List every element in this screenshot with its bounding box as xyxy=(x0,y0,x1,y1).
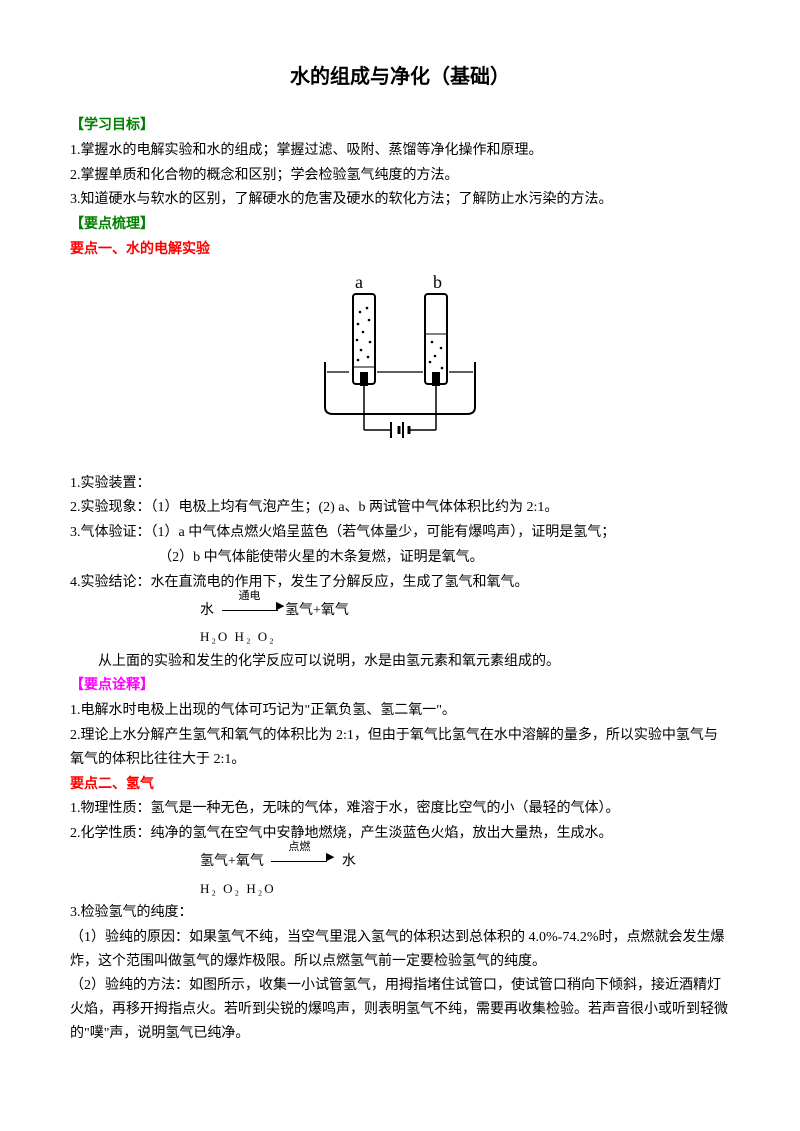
exp-phenomenon: 2.实验现象：（1）电极上均有气泡产生；(2) a、b 两试管中气体体积比约为 … xyxy=(70,496,730,520)
heading-learning-goals: 【学习目标】 xyxy=(70,114,730,138)
formula-1-sub: H₂O H₂ O₂ xyxy=(70,626,730,648)
subheading-point-2: 要点二、氢气 xyxy=(70,773,730,797)
formula-1-right: 氢气+氧气 xyxy=(285,603,349,618)
page-title: 水的组成与净化（基础） xyxy=(70,60,730,94)
exp-conclusion: 4.实验结论：水在直流电的作用下，发生了分解反应，生成了氢气和氧气。 xyxy=(70,571,730,595)
arrow-2: 点燃 ▶ xyxy=(267,850,331,874)
exp-verify-1: 3.气体验证：（1）a 中气体点燃火焰呈蓝色（若气体量少，可能有爆鸣声），证明是… xyxy=(70,521,730,545)
formula-2-left: 氢气+氧气 xyxy=(200,854,264,869)
exp-summary: 从上面的实验和发生的化学反应可以说明，水是由氢元素和氧元素组成的。 xyxy=(70,650,730,674)
annotation-2: 2.理论上水分解产生氢气和氧气的体积比为 2:1，但由于氧气比氢气在水中溶解的量… xyxy=(70,724,730,772)
arrow-1-label: 通电 xyxy=(239,587,261,606)
annotation-1: 1.电解水时电极上出现的气体可巧记为"正氧负氢、氢二氧一"。 xyxy=(70,699,730,723)
formula-2-sub: H₂ O₂ H₂O xyxy=(70,878,730,900)
goal-3: 3.知道硬水与软水的区别，了解硬水的危害及硬水的软化方法；了解防止水污染的方法。 xyxy=(70,188,730,212)
diagram-label-a: a xyxy=(355,272,363,292)
electrolysis-diagram: a b xyxy=(70,272,730,456)
heading-annotations: 【要点诠释】 xyxy=(70,674,730,698)
h2-purity-method: （2）验纯的方法：如图所示，收集一小试管氢气，用拇指堵住试管口，使试管口稍向下倾… xyxy=(70,974,730,1045)
h2-chemical: 2.化学性质：纯净的氢气在空气中安静地燃烧，产生淡蓝色火焰，放出大量热，生成水。 xyxy=(70,822,730,846)
goal-1: 1.掌握水的电解实验和水的组成；掌握过滤、吸附、蒸馏等净化操作和原理。 xyxy=(70,139,730,163)
formula-2: 氢气+氧气 点燃 ▶ 水 xyxy=(70,850,730,874)
arrow-1: 通电 ▶ xyxy=(218,599,282,623)
h2-physical: 1.物理性质：氢气是一种无色，无味的气体，难溶于水，密度比空气的小（最轻的气体）… xyxy=(70,797,730,821)
heading-key-points: 【要点梳理】 xyxy=(70,213,730,237)
subheading-point-1: 要点一、水的电解实验 xyxy=(70,238,730,262)
formula-1-left: 水 xyxy=(200,603,214,618)
arrow-2-label: 点燃 xyxy=(288,838,310,857)
h2-purity-heading: 3.检验氢气的纯度： xyxy=(70,901,730,925)
goal-2: 2.掌握单质和化合物的概念和区别；学会检验氢气纯度的方法。 xyxy=(70,164,730,188)
diagram-label-b: b xyxy=(433,272,442,292)
exp-verify-2: （2）b 中气体能使带火星的木条复燃，证明是氧气。 xyxy=(70,546,730,570)
exp-device: 1.实验装置： xyxy=(70,472,730,496)
h2-purity-reason: （1）验纯的原因：如果氢气不纯，当空气里混入氢气的体积达到总体积的 4.0%-7… xyxy=(70,926,730,974)
formula-2-right: 水 xyxy=(342,854,356,869)
formula-1: 水 通电 ▶ 氢气+氧气 xyxy=(70,599,730,623)
